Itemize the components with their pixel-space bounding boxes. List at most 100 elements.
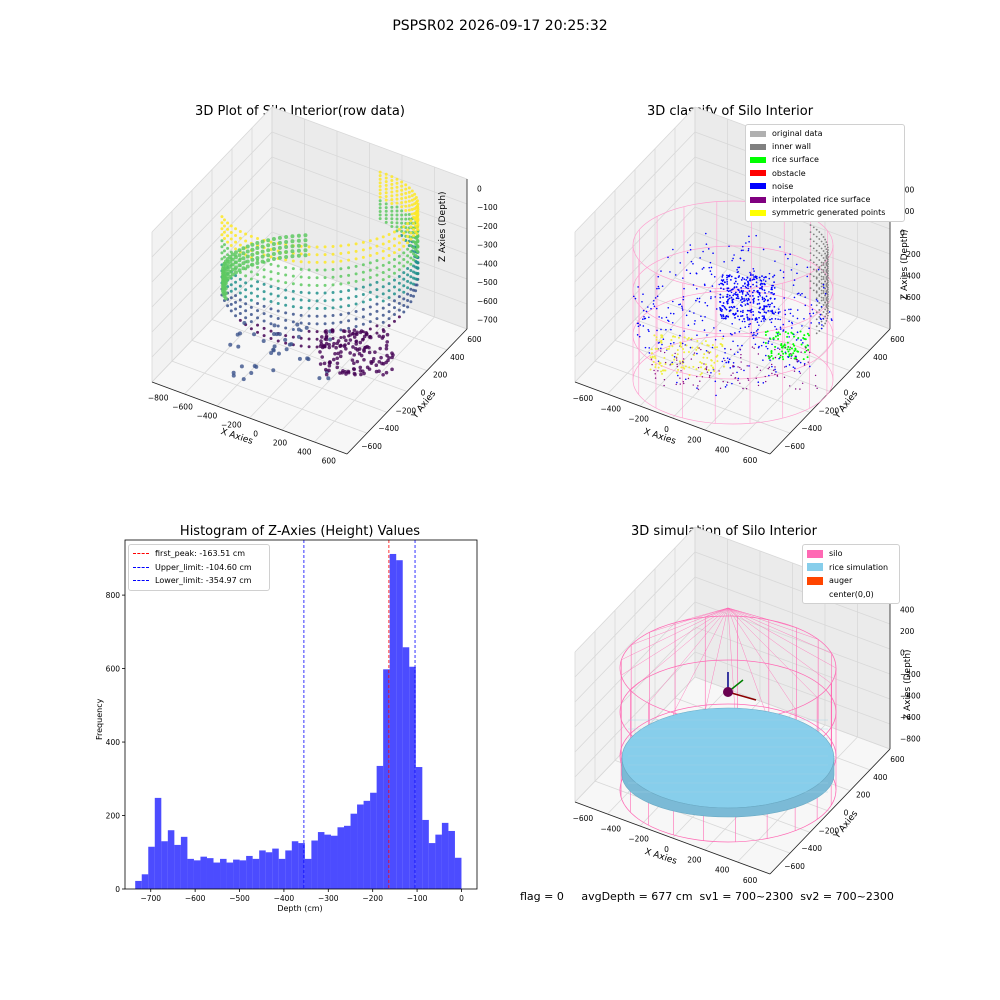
interpolated-point — [739, 382, 741, 384]
raw-point — [367, 350, 372, 355]
histogram-bar — [193, 860, 201, 889]
symmetric-point — [671, 362, 674, 365]
noise-point — [795, 339, 798, 341]
raw-point — [291, 335, 295, 339]
noise-point — [696, 387, 698, 389]
raw-point — [400, 205, 404, 209]
noise-point — [728, 245, 730, 248]
legend-swatch — [750, 130, 766, 137]
noise-point — [744, 285, 747, 288]
noise-point — [719, 313, 722, 316]
inner-wall-point — [826, 243, 829, 246]
raw-point — [323, 299, 327, 303]
noise-point — [730, 289, 733, 291]
noise-point — [755, 281, 758, 284]
grid-line — [281, 304, 403, 431]
symmetric-point — [660, 370, 663, 373]
raw-point — [256, 236, 260, 240]
raw-point — [402, 251, 406, 255]
noise-point — [665, 349, 668, 351]
raw-point — [284, 281, 288, 285]
raw-point — [223, 291, 228, 296]
noise-point — [634, 297, 637, 300]
noise-point — [765, 311, 768, 314]
noise-point — [719, 307, 722, 310]
noise-point — [765, 295, 768, 298]
noise-point — [741, 311, 744, 314]
interpolated-point — [740, 361, 742, 363]
raw-point — [412, 221, 416, 225]
y-tick-label: 200 — [856, 371, 871, 380]
symmetric-point — [660, 339, 663, 342]
noise-point — [761, 275, 763, 278]
noise-point — [740, 279, 743, 281]
noise-point — [806, 275, 809, 278]
noise-point — [749, 295, 751, 297]
rice-surface-point — [782, 352, 785, 355]
raw-point — [299, 336, 303, 340]
silo-roof-rib — [727, 607, 797, 629]
histogram-bar — [311, 840, 318, 889]
raw-point — [415, 272, 419, 276]
noise-point — [642, 309, 645, 312]
noise-point — [763, 311, 766, 314]
rice-surface-point — [806, 344, 809, 347]
interpolated-point — [703, 363, 705, 365]
raw-point — [318, 344, 323, 348]
raw-point — [307, 253, 311, 257]
interpolated-point — [680, 370, 682, 372]
symmetric-point — [721, 343, 724, 346]
noise-point — [782, 271, 785, 273]
raw-point — [245, 259, 250, 264]
inner-wall-point — [820, 289, 823, 292]
raw-point — [271, 368, 276, 373]
interpolated-point — [816, 387, 818, 389]
raw-point — [416, 213, 420, 217]
y-tick-label: 400 — [873, 353, 888, 362]
inner-wall-point — [820, 254, 823, 257]
noise-point — [769, 318, 771, 321]
raw-point — [221, 276, 226, 281]
rice-surface-point — [793, 350, 796, 353]
noise-point — [726, 302, 729, 305]
noise-point — [710, 297, 712, 300]
raw-point — [237, 331, 242, 336]
noise-point — [796, 360, 799, 363]
noise-point — [822, 286, 825, 289]
raw-point — [407, 226, 411, 230]
raw-point — [413, 197, 417, 201]
raw-point — [413, 207, 417, 211]
noise-point — [741, 245, 744, 248]
raw-point — [331, 329, 335, 333]
raw-point — [249, 371, 254, 376]
raw-point — [412, 252, 416, 256]
x-tick-label: −400 — [600, 404, 621, 413]
grid-line — [639, 700, 761, 827]
inner-wall-point — [818, 281, 821, 283]
raw-point — [307, 299, 311, 303]
noise-point — [693, 323, 696, 325]
rice-surface-point — [794, 348, 797, 351]
raw-point — [221, 264, 226, 269]
raw-point — [407, 230, 411, 234]
inner-wall-point — [818, 280, 821, 282]
inner-wall-point — [826, 282, 829, 285]
symmetric-point — [683, 367, 686, 370]
raw-point — [381, 292, 385, 296]
symmetric-point — [690, 337, 693, 340]
interpolated-point — [676, 365, 679, 368]
raw-point — [404, 226, 408, 230]
noise-point — [793, 279, 796, 281]
noise-point — [773, 312, 775, 315]
raw-point — [344, 338, 348, 343]
inner-wall-point — [826, 302, 829, 305]
noise-point — [679, 262, 682, 264]
noise-point — [720, 279, 723, 281]
noise-point — [753, 331, 755, 334]
interpolated-point — [701, 376, 704, 378]
noise-point — [658, 316, 660, 318]
interpolated-point — [706, 366, 708, 368]
inner-wall-point — [825, 270, 828, 273]
interpolated-point — [747, 377, 749, 380]
noise-point — [746, 291, 749, 294]
